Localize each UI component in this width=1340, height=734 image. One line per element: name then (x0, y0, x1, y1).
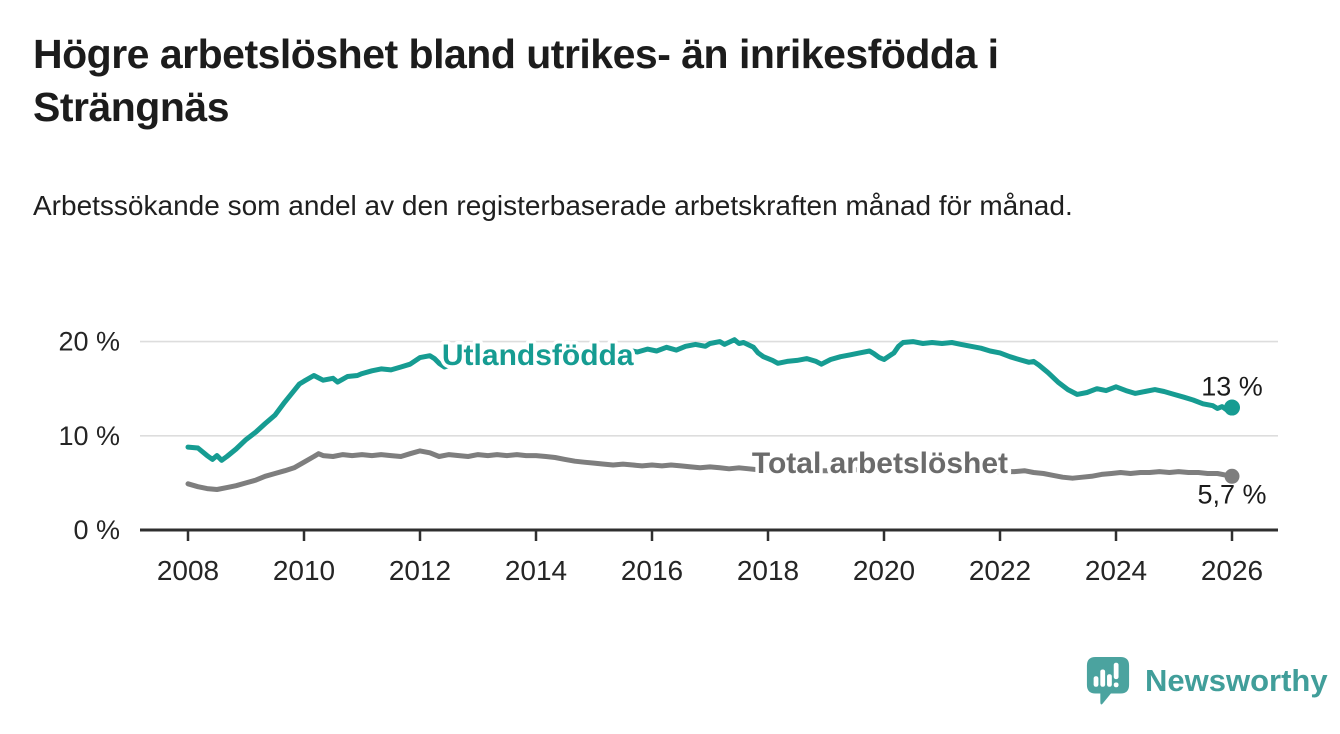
y-tick-label: 10 % (58, 421, 120, 451)
series-end-value-label: 13 % (1201, 372, 1263, 402)
x-tick-label: 2016 (621, 555, 683, 586)
series-line-total (185, 448, 1235, 492)
x-axis (140, 528, 1278, 541)
x-tick-label: 2010 (273, 555, 335, 586)
y-tick-label: 20 % (58, 327, 120, 357)
x-tick-label: 2026 (1201, 555, 1263, 586)
series-end-dots (1224, 399, 1240, 484)
series-end-value-labels: 13 % 5,7 % (1197, 372, 1266, 510)
x-tick-label: 2018 (737, 555, 799, 586)
series-end-dot (1224, 468, 1240, 484)
speech-bubble-bar-chart-icon (1086, 657, 1130, 705)
x-tick-label: 2008 (157, 555, 219, 586)
series-line-utlandsfodda (185, 337, 1235, 463)
series-end-value-label: 5,7 % (1197, 479, 1266, 509)
y-tick-label: 0 % (73, 515, 120, 545)
x-tick-label: 2014 (505, 555, 567, 586)
series-labels: Utlandsfödda Total arbetslöshet (438, 335, 1011, 483)
x-tick-label: 2024 (1085, 555, 1147, 586)
series-end-dot (1224, 399, 1240, 416)
x-tick-labels: 2008 2010 2012 2014 2016 2018 2020 2022 2024 2026 (157, 555, 1263, 586)
series-lines (185, 337, 1235, 492)
chart-title: Högre arbetslöshet bland utrikes- än inr… (33, 31, 999, 130)
series-label: Total arbetslöshet (752, 447, 1008, 480)
x-tick-label: 2020 (853, 555, 915, 586)
x-tick-label: 2012 (389, 555, 451, 586)
y-tick-labels: 0 % 10 % 20 % (58, 327, 120, 545)
x-tick-label: 2022 (969, 555, 1031, 586)
series-label: Utlandsfödda (442, 339, 634, 372)
chart-subtitle: Arbetssökande som andel av den registerb… (33, 190, 1073, 221)
newsworthy-logo: Newsworthy (1085, 655, 1328, 707)
logo-text: Newsworthy (1145, 663, 1328, 698)
